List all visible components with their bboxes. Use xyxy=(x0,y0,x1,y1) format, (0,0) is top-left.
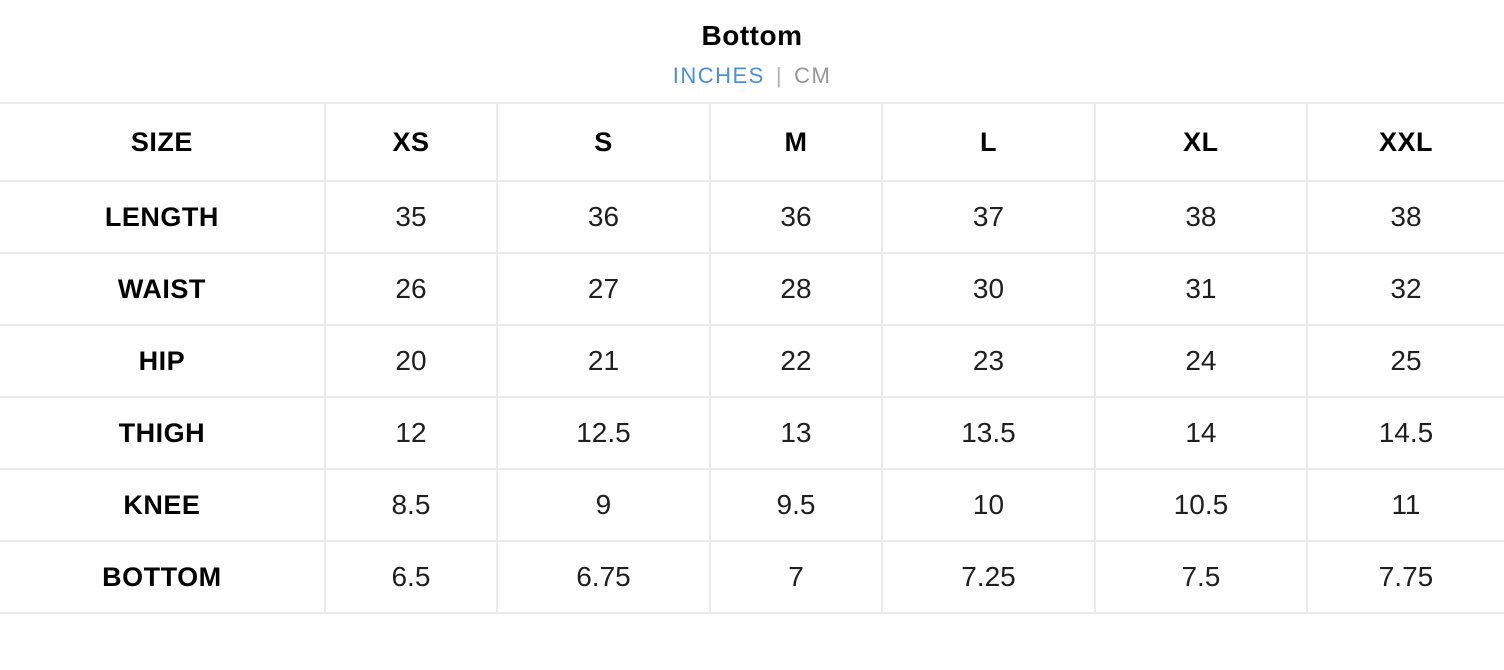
table-cell: 13.5 xyxy=(881,396,1096,471)
table-cell: 37 xyxy=(881,180,1096,255)
table-cell: 26 xyxy=(323,252,499,327)
table-cell: 7.25 xyxy=(881,540,1096,615)
table-cell: 6.75 xyxy=(496,540,711,615)
table-cell: 38 xyxy=(1305,180,1504,255)
chart-title: Bottom xyxy=(701,20,803,51)
column-header-xs: XS xyxy=(323,102,499,183)
table-cell: 36 xyxy=(708,180,884,255)
row-label: BOTTOM xyxy=(0,540,326,615)
table-cell: 9.5 xyxy=(708,468,884,543)
table-cell: 28 xyxy=(708,252,884,327)
table-cell: 10 xyxy=(881,468,1096,543)
row-label: WAIST xyxy=(0,252,326,327)
table-row: KNEE 8.5 9 9.5 10 10.5 11 xyxy=(0,468,1504,543)
table-cell: 23 xyxy=(881,324,1096,399)
unit-separator: | xyxy=(775,62,784,88)
row-label: THIGH xyxy=(0,396,326,471)
table-cell: 36 xyxy=(496,180,711,255)
table-row: LENGTH 35 36 36 37 38 38 xyxy=(0,180,1504,255)
table-row: HIP 20 21 22 23 24 25 xyxy=(0,324,1504,399)
table-cell: 7 xyxy=(708,540,884,615)
table-cell: 12 xyxy=(323,396,499,471)
table-row: WAIST 26 27 28 30 31 32 xyxy=(0,252,1504,327)
column-header-l: L xyxy=(881,102,1096,183)
table-cell: 11 xyxy=(1305,468,1504,543)
table-cell: 13 xyxy=(708,396,884,471)
size-table: SIZE XS S M L XL XXL LENGTH 35 36 36 37 38 38 W… xyxy=(0,102,1504,615)
table-cell: 14 xyxy=(1093,396,1308,471)
table-cell: 31 xyxy=(1093,252,1308,327)
table-cell: 8.5 xyxy=(323,468,499,543)
table-cell: 7.5 xyxy=(1093,540,1308,615)
table-cell: 12.5 xyxy=(496,396,711,471)
table-cell: 27 xyxy=(496,252,711,327)
table-cell: 9 xyxy=(496,468,711,543)
table-row: THIGH 12 12.5 13 13.5 14 14.5 xyxy=(0,396,1504,471)
unit-cm-button[interactable]: CM xyxy=(794,62,832,88)
row-label: KNEE xyxy=(0,468,326,543)
table-cell: 30 xyxy=(881,252,1096,327)
column-header-s: S xyxy=(496,102,711,183)
table-cell: 38 xyxy=(1093,180,1308,255)
column-header-xl: XL xyxy=(1093,102,1308,183)
table-cell: 14.5 xyxy=(1305,396,1504,471)
size-table-body: LENGTH 35 36 36 37 38 38 WAIST 26 27 28 30 31 32 HIP 20… xyxy=(0,180,1504,615)
column-header-size: SIZE xyxy=(0,102,326,183)
table-cell: 24 xyxy=(1093,324,1308,399)
table-cell: 32 xyxy=(1305,252,1504,327)
table-cell: 10.5 xyxy=(1093,468,1308,543)
table-cell: 25 xyxy=(1305,324,1504,399)
unit-inches-button[interactable]: INCHES xyxy=(672,62,765,88)
column-header-m: M xyxy=(708,102,884,183)
table-cell: 22 xyxy=(708,324,884,399)
table-cell: 6.5 xyxy=(323,540,499,615)
table-cell: 20 xyxy=(323,324,499,399)
table-header-row: SIZE XS S M L XL XXL xyxy=(0,102,1504,183)
row-label: HIP xyxy=(0,324,326,399)
row-label: LENGTH xyxy=(0,180,326,255)
unit-toggle: INCHES | CM xyxy=(0,63,1504,89)
table-cell: 35 xyxy=(323,180,499,255)
table-row: BOTTOM 6.5 6.75 7 7.25 7.5 7.75 xyxy=(0,540,1504,615)
table-cell: 7.75 xyxy=(1305,540,1504,615)
column-header-xxl: XXL xyxy=(1305,102,1504,183)
table-cell: 21 xyxy=(496,324,711,399)
